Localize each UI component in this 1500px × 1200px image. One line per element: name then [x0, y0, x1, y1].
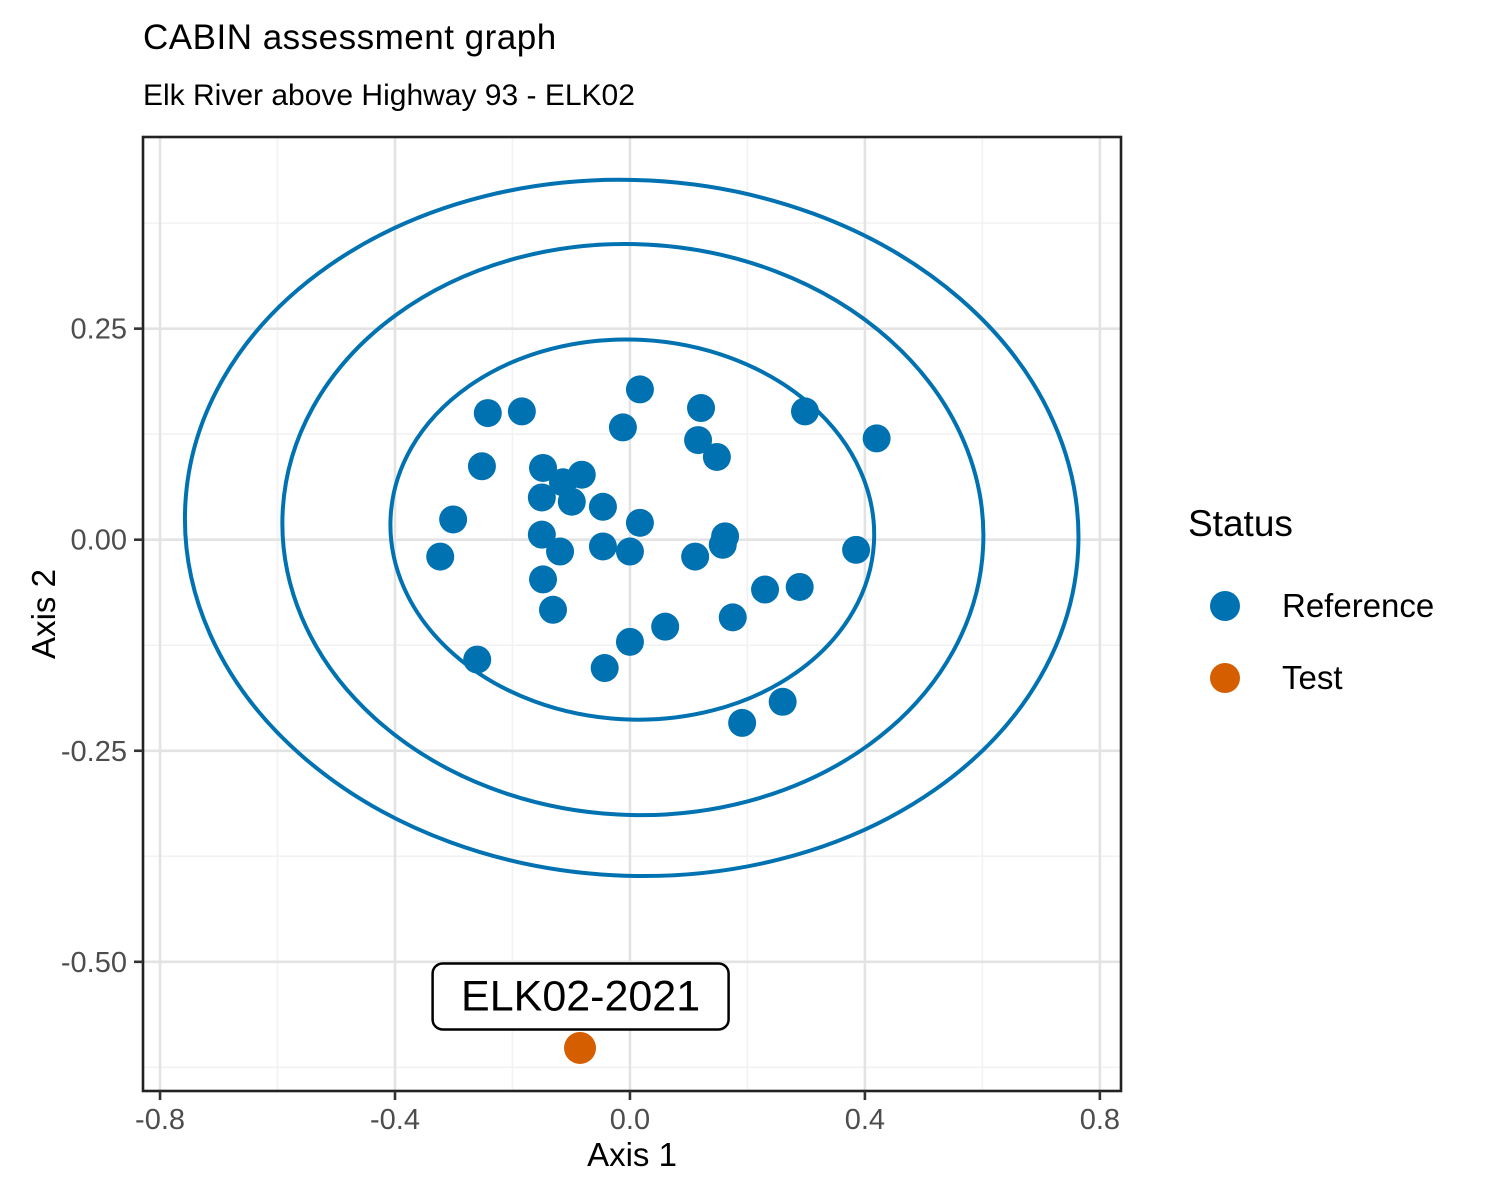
reference-point	[711, 522, 740, 551]
reference-point	[588, 532, 617, 561]
reference-point	[588, 492, 617, 521]
test-point	[564, 1031, 597, 1064]
reference-point	[702, 442, 731, 471]
reference-point	[538, 595, 567, 624]
legend: Status Reference Test	[1188, 503, 1434, 727]
reference-legend-dot-icon	[1210, 591, 1240, 621]
reference-point	[426, 542, 455, 571]
confidence-ellipse	[280, 242, 986, 818]
legend-item-label: Reference	[1282, 587, 1435, 624]
reference-point	[529, 565, 558, 594]
x-axis-title: Axis 1	[587, 1136, 677, 1173]
reference-point	[467, 452, 496, 481]
reference-point	[546, 537, 575, 566]
reference-point	[527, 520, 556, 549]
legend-item-test: Test	[1188, 655, 1434, 701]
x-tick-label: 0.0	[610, 1104, 650, 1136]
legend-item-reference: Reference	[1188, 583, 1434, 629]
reference-point	[625, 508, 654, 537]
reference-point	[608, 413, 637, 442]
chart-title: CABIN assessment graph	[143, 18, 557, 57]
reference-point	[842, 535, 871, 564]
confidence-ellipse	[182, 177, 1081, 879]
reference-point	[681, 542, 710, 571]
reference-point	[557, 487, 586, 516]
reference-point	[527, 483, 556, 512]
chart-subtitle: Elk River above Highway 93 - ELK02	[143, 79, 635, 112]
reference-point	[439, 505, 468, 534]
reference-point	[590, 654, 619, 683]
reference-point	[507, 397, 536, 426]
x-tick-label: 0.8	[1080, 1104, 1120, 1136]
y-axis-title: Axis 2	[25, 569, 62, 659]
reference-point	[687, 394, 716, 423]
reference-point	[625, 375, 654, 404]
reference-point	[615, 627, 644, 656]
reference-point	[684, 426, 713, 455]
x-tick-label: 0.4	[845, 1104, 885, 1136]
y-tick-label: 0.00	[71, 525, 127, 557]
reference-point	[463, 645, 492, 674]
legend-title: Status	[1188, 503, 1293, 544]
legend-item-label: Test	[1282, 659, 1343, 696]
confidence-ellipse	[388, 337, 877, 722]
reference-point	[651, 612, 680, 641]
x-tick-label: -0.4	[370, 1104, 420, 1136]
y-tick-label: -0.50	[61, 947, 127, 979]
reference-point	[473, 399, 502, 428]
reference-point	[790, 397, 819, 426]
panel-border	[141, 135, 1123, 1093]
y-tick-label: -0.25	[61, 736, 127, 768]
reference-point	[718, 603, 747, 632]
annotation-box	[431, 962, 730, 1031]
reference-point	[751, 575, 780, 604]
reference-point	[615, 537, 644, 566]
reference-point	[862, 424, 891, 453]
reference-point	[785, 572, 814, 601]
test-legend-dot-icon	[1210, 663, 1240, 693]
reference-point	[728, 708, 757, 737]
reference-point	[768, 687, 797, 716]
reference-point	[529, 453, 558, 482]
y-tick-label: 0.25	[71, 314, 127, 346]
annotation-label: ELK02-2021	[461, 972, 700, 1020]
x-tick-label: -0.8	[135, 1104, 185, 1136]
